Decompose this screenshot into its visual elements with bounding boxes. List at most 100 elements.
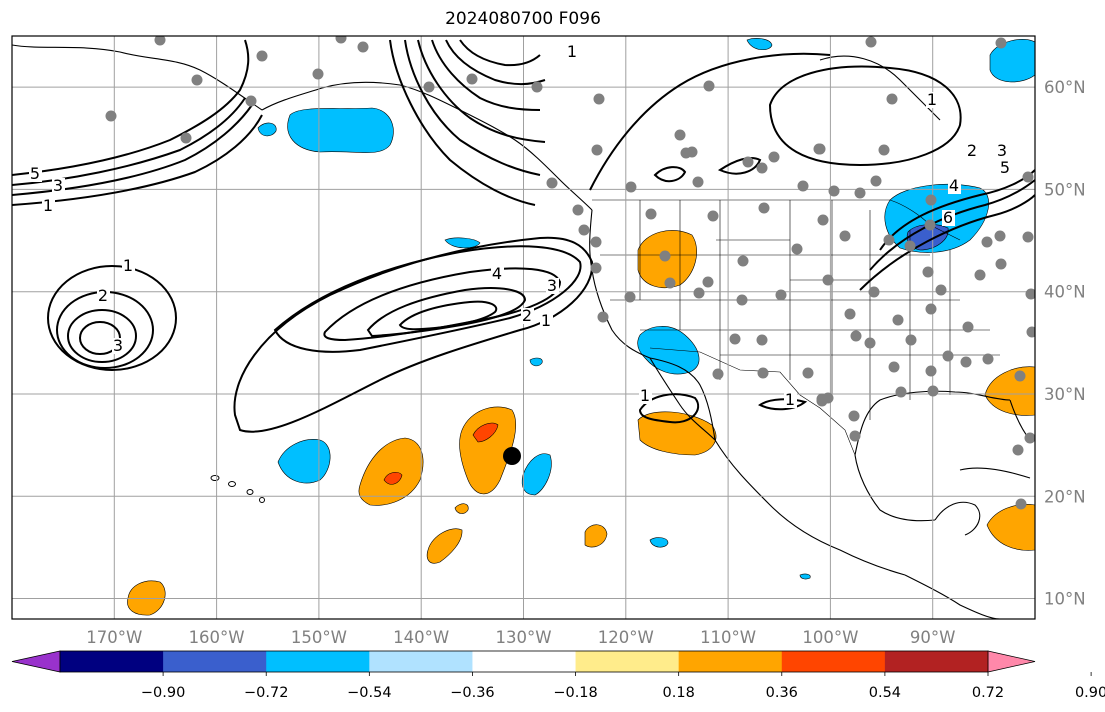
station-dot [848,410,860,422]
contour-label-bg [546,278,559,294]
map-frame [11,35,1036,620]
station-dot [974,269,986,281]
coastline [649,357,716,441]
station-dot [982,353,994,365]
station-dot [904,240,916,252]
contour-label-bg [639,388,652,404]
station-dot [312,68,324,80]
map-title: 2024080700 F096 [445,9,601,29]
latitude-label: 20°N [1044,487,1086,506]
station-dot [597,311,609,323]
station-dot [768,151,780,163]
island [228,481,236,487]
contour-label-bg [52,178,65,194]
station-dot [664,277,676,289]
colorbar-swatch [472,651,577,672]
colorbar-swatch [369,651,473,672]
station-dot [590,262,602,274]
station-dot [546,177,558,189]
colorbar-tick-label: 0.36 [766,685,798,701]
contour-line [758,398,808,411]
contour-line [431,39,541,111]
contour-line [12,39,250,176]
station-dot [702,276,714,288]
station-dot [707,210,719,222]
station-dot [703,80,715,92]
longitude-label: 100°W [802,628,858,647]
station-dot [680,147,692,159]
station-dot [1015,498,1027,510]
coastline [819,55,941,121]
contour-line [47,265,177,371]
contour-label-bg [966,143,979,159]
coastline [934,501,981,536]
station-dot [256,50,268,62]
station-dot [531,81,543,93]
contour-label: 2 [98,286,108,305]
colorbar-swatch [163,651,267,672]
latitude-label: 50°N [1044,180,1086,199]
longitude-labels: 170°W 160°W 150°W 140°W 130°W 120°W 110°W 100°W… [86,628,955,647]
coastline [649,357,716,441]
contour-label: 2 [522,306,532,325]
longitude-label: 140°W [393,628,449,647]
station-dot [423,81,435,93]
station-dot [888,361,900,373]
station-dot [578,224,590,236]
contour-label-bg [948,178,961,194]
blob-blue [277,439,331,484]
longitude-label: 150°W [291,628,347,647]
colorbar-swatch [575,651,680,672]
station-dot [895,386,907,398]
contour-line [398,300,498,331]
contour-line [323,267,562,342]
station-dot [828,185,840,197]
station-dot [775,289,787,301]
blob-orange [459,406,516,495]
station-dot [1014,370,1026,382]
colorbar-tick-label: −0.90 [141,685,185,701]
station-dot [791,243,803,255]
blob-blue [521,453,552,496]
contour-label-bg [97,288,110,304]
blob-blue [637,326,700,375]
station-dot [756,162,768,174]
station-dot [922,266,934,278]
contour-line [589,52,831,191]
station-dot [925,365,937,377]
station-dots [105,36,1035,510]
contour-label: 3 [53,176,63,195]
station-dot [357,41,369,53]
colorbar-tick-label: 0.54 [869,685,901,701]
station-dot [816,393,828,405]
station-dot [693,287,705,299]
station-dot [757,367,769,379]
contour-label-bg [942,210,955,226]
station-dot [591,144,603,156]
longitude-label: 130°W [495,628,551,647]
station-dot [817,214,829,226]
contour-label: 6 [943,208,953,227]
station-dot [925,194,937,206]
blob-blue [649,537,669,548]
longitude-label: 170°W [86,628,142,647]
station-dot [105,110,117,122]
anomaly-fills [127,38,1035,616]
longitude-label: 110°W [700,628,756,647]
colorbar-extend-high [987,650,1036,673]
colorbar-tick-label: −0.72 [244,685,288,701]
station-dot [335,36,347,44]
longitude-label: 90°W [910,628,956,647]
contour-label: 1 [43,196,53,215]
station-dot [849,430,861,442]
station-dot [797,180,809,192]
coastline [959,467,1031,479]
contour-label-bg [29,166,42,182]
station-dot [742,156,754,168]
contour-line [638,393,700,424]
station-dot [572,204,584,216]
station-dot [758,202,770,214]
station-dot [995,258,1007,270]
station-dot [737,255,749,267]
blob-blue [799,573,811,580]
